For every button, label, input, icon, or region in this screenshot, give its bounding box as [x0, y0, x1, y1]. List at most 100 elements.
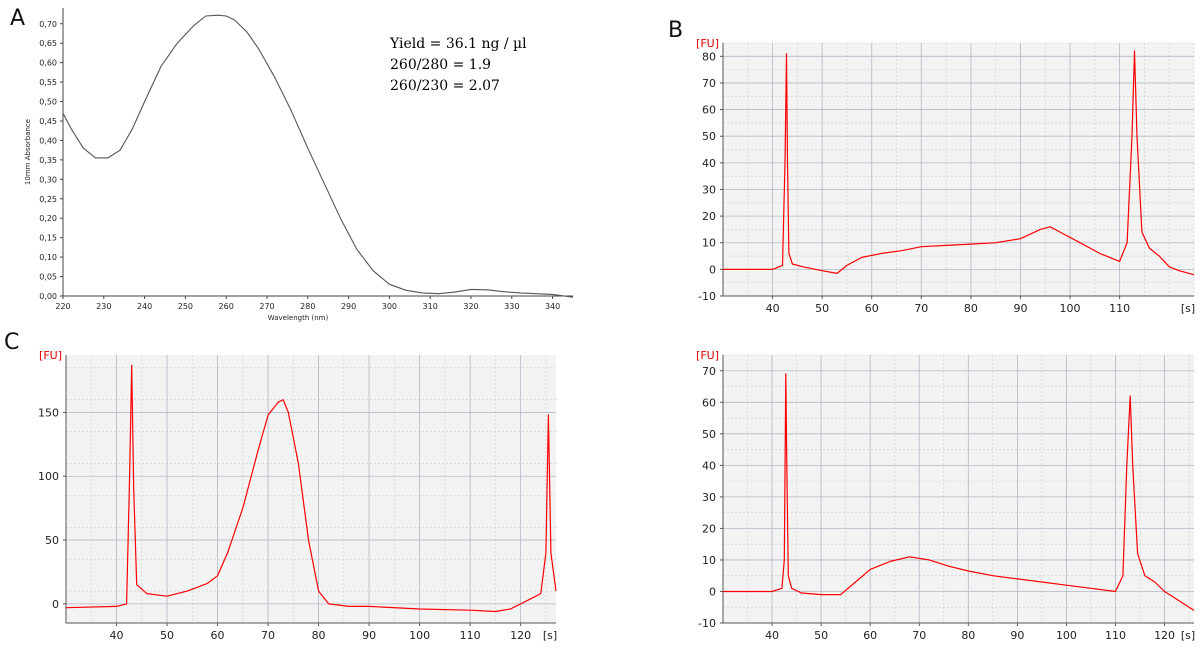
yield-annotation: 260/280 = 1.9 — [390, 57, 491, 73]
x-tick-label: 270 — [259, 302, 274, 311]
x-tick-label: 90 — [1013, 302, 1027, 315]
x-unit-label: [s] — [1181, 629, 1195, 642]
plot-area — [723, 43, 1194, 296]
x-tick-label: 330 — [504, 302, 519, 311]
y-tick-label: 0,60 — [39, 59, 57, 68]
x-tick-label: 70 — [261, 629, 275, 642]
x-tick-label: 310 — [423, 302, 438, 311]
x-tick-label: 120 — [510, 629, 531, 642]
x-tick-label: 40 — [765, 629, 779, 642]
fluorescence-trace — [723, 50, 1195, 276]
y-tick-label: 40 — [702, 459, 716, 472]
x-tick-label: 100 — [1056, 629, 1077, 642]
y-tick-label: 80 — [702, 50, 716, 63]
x-tick-label: 100 — [1060, 302, 1081, 315]
x-axis-label: Wavelength (nm) — [268, 314, 329, 322]
y-unit-label: [FU] — [696, 349, 719, 362]
y-tick-label: 0,40 — [39, 136, 57, 145]
x-tick-label: 70 — [914, 302, 928, 315]
y-tick-label: 0,15 — [39, 234, 57, 243]
x-tick-label: 340 — [545, 302, 560, 311]
chart-b: -10 0 10 20 30 40 50 60 70 80 40 50 60 70 80 90 100 110 [F… — [693, 37, 1198, 322]
x-unit-label: [s] — [1181, 302, 1195, 315]
x-tick-label: 230 — [96, 302, 111, 311]
x-tick-label: 90 — [1010, 629, 1024, 642]
y-tick-label: 70 — [702, 77, 716, 90]
y-tick-label: 0,55 — [39, 78, 57, 87]
y-tick-label: 10 — [702, 237, 716, 250]
plot-area — [66, 355, 556, 623]
x-tick-label: 40 — [110, 629, 124, 642]
x-tick-label: 250 — [178, 302, 193, 311]
x-tick-label: 260 — [219, 302, 234, 311]
x-unit-label: [s] — [543, 629, 557, 642]
y-tick-label: 30 — [702, 183, 716, 196]
absorbance-chart: 0,00 0,05 0,10 0,15 0,20 0,25 0,30 0,35 0,40 0,45… — [24, 8, 574, 322]
y-tick-label: 150 — [38, 406, 59, 419]
y-tick-label: 50 — [702, 428, 716, 441]
fluorescence-trace — [65, 364, 557, 613]
x-tick-label: 110 — [1109, 302, 1130, 315]
y-tick-label: 70 — [702, 365, 716, 378]
electropherogram-b: -10 0 10 20 30 40 50 60 70 80 40 50 60 70 80 90 100 110 [F… — [696, 37, 1195, 315]
x-tick-label: 80 — [964, 302, 978, 315]
y-tick-label: 0,50 — [39, 98, 57, 107]
y-axis-label: 10mm Absorbance — [24, 119, 32, 185]
y-tick-label: 10 — [702, 554, 716, 567]
y-tick-label: 40 — [702, 157, 716, 170]
x-tick-label: 80 — [312, 629, 326, 642]
y-tick-label: -10 — [698, 290, 716, 303]
x-tick-label: 60 — [865, 302, 879, 315]
x-tick-label: 50 — [815, 302, 829, 315]
y-unit-label: [FU] — [39, 349, 62, 362]
x-tick-label: 280 — [300, 302, 315, 311]
electropherogram-d: -10 0 10 20 30 40 50 60 70 40 50 60 70 80 90 100 110 120 [… — [696, 349, 1195, 642]
x-tick-label: 240 — [137, 302, 152, 311]
y-tick-label: 0,25 — [39, 195, 57, 204]
yield-annotation: Yield = 36.1 ng / µl — [389, 36, 527, 52]
chart-c: 0 50 100 150 40 50 60 70 80 90 100 110 120 [FU] [s] — [30, 345, 560, 645]
panel-letter-b: B — [668, 18, 684, 43]
y-tick-label: 0,65 — [39, 39, 57, 48]
panel-letter-a: A — [10, 6, 26, 31]
plot-area — [723, 355, 1194, 623]
y-tick-label: 0 — [709, 263, 716, 276]
x-tick-label: 290 — [341, 302, 356, 311]
y-tick-label: -10 — [698, 617, 716, 630]
y-tick-label: 20 — [702, 210, 716, 223]
yield-annotation: 260/230 = 2.07 — [390, 78, 500, 94]
y-tick-label: 0,00 — [39, 292, 57, 301]
x-tick-label: 80 — [961, 629, 975, 642]
panel-letter-c: C — [4, 330, 20, 355]
y-tick-label: 50 — [45, 534, 59, 547]
x-tick-label: 40 — [766, 302, 780, 315]
y-tick-label: 0 — [52, 598, 59, 611]
y-tick-label: 0,20 — [39, 214, 57, 223]
chart-a: 0,00 0,05 0,10 0,15 0,20 0,25 0,30 0,35 0,40 0,45… — [18, 0, 578, 325]
y-tick-label: 0,10 — [39, 253, 57, 262]
y-unit-label: [FU] — [696, 37, 719, 50]
y-tick-label: 0,05 — [39, 273, 57, 282]
x-tick-label: 50 — [814, 629, 828, 642]
electropherogram-c: 0 50 100 150 40 50 60 70 80 90 100 110 120 [FU] [s] — [38, 349, 557, 642]
y-tick-label: 0 — [709, 585, 716, 598]
x-tick-label: 220 — [55, 302, 70, 311]
y-tick-label: 60 — [702, 104, 716, 117]
x-tick-label: 70 — [912, 629, 926, 642]
y-tick-label: 20 — [702, 522, 716, 535]
y-tick-label: 30 — [702, 491, 716, 504]
y-tick-label: 0,30 — [39, 175, 57, 184]
y-tick-label: 0,45 — [39, 117, 57, 126]
chart-d: -10 0 10 20 30 40 50 60 70 40 50 60 70 80 90 100 110 120 [… — [693, 345, 1198, 645]
fluorescence-trace — [723, 373, 1195, 611]
y-tick-label: 50 — [702, 130, 716, 143]
x-tick-label: 300 — [382, 302, 397, 311]
x-tick-label: 320 — [463, 302, 478, 311]
x-tick-label: 50 — [160, 629, 174, 642]
x-tick-label: 110 — [460, 629, 481, 642]
y-tick-label: 0,70 — [39, 20, 57, 29]
y-tick-label: 100 — [38, 470, 59, 483]
x-tick-label: 90 — [362, 629, 376, 642]
absorbance-curve — [62, 14, 574, 298]
x-tick-label: 110 — [1105, 629, 1126, 642]
